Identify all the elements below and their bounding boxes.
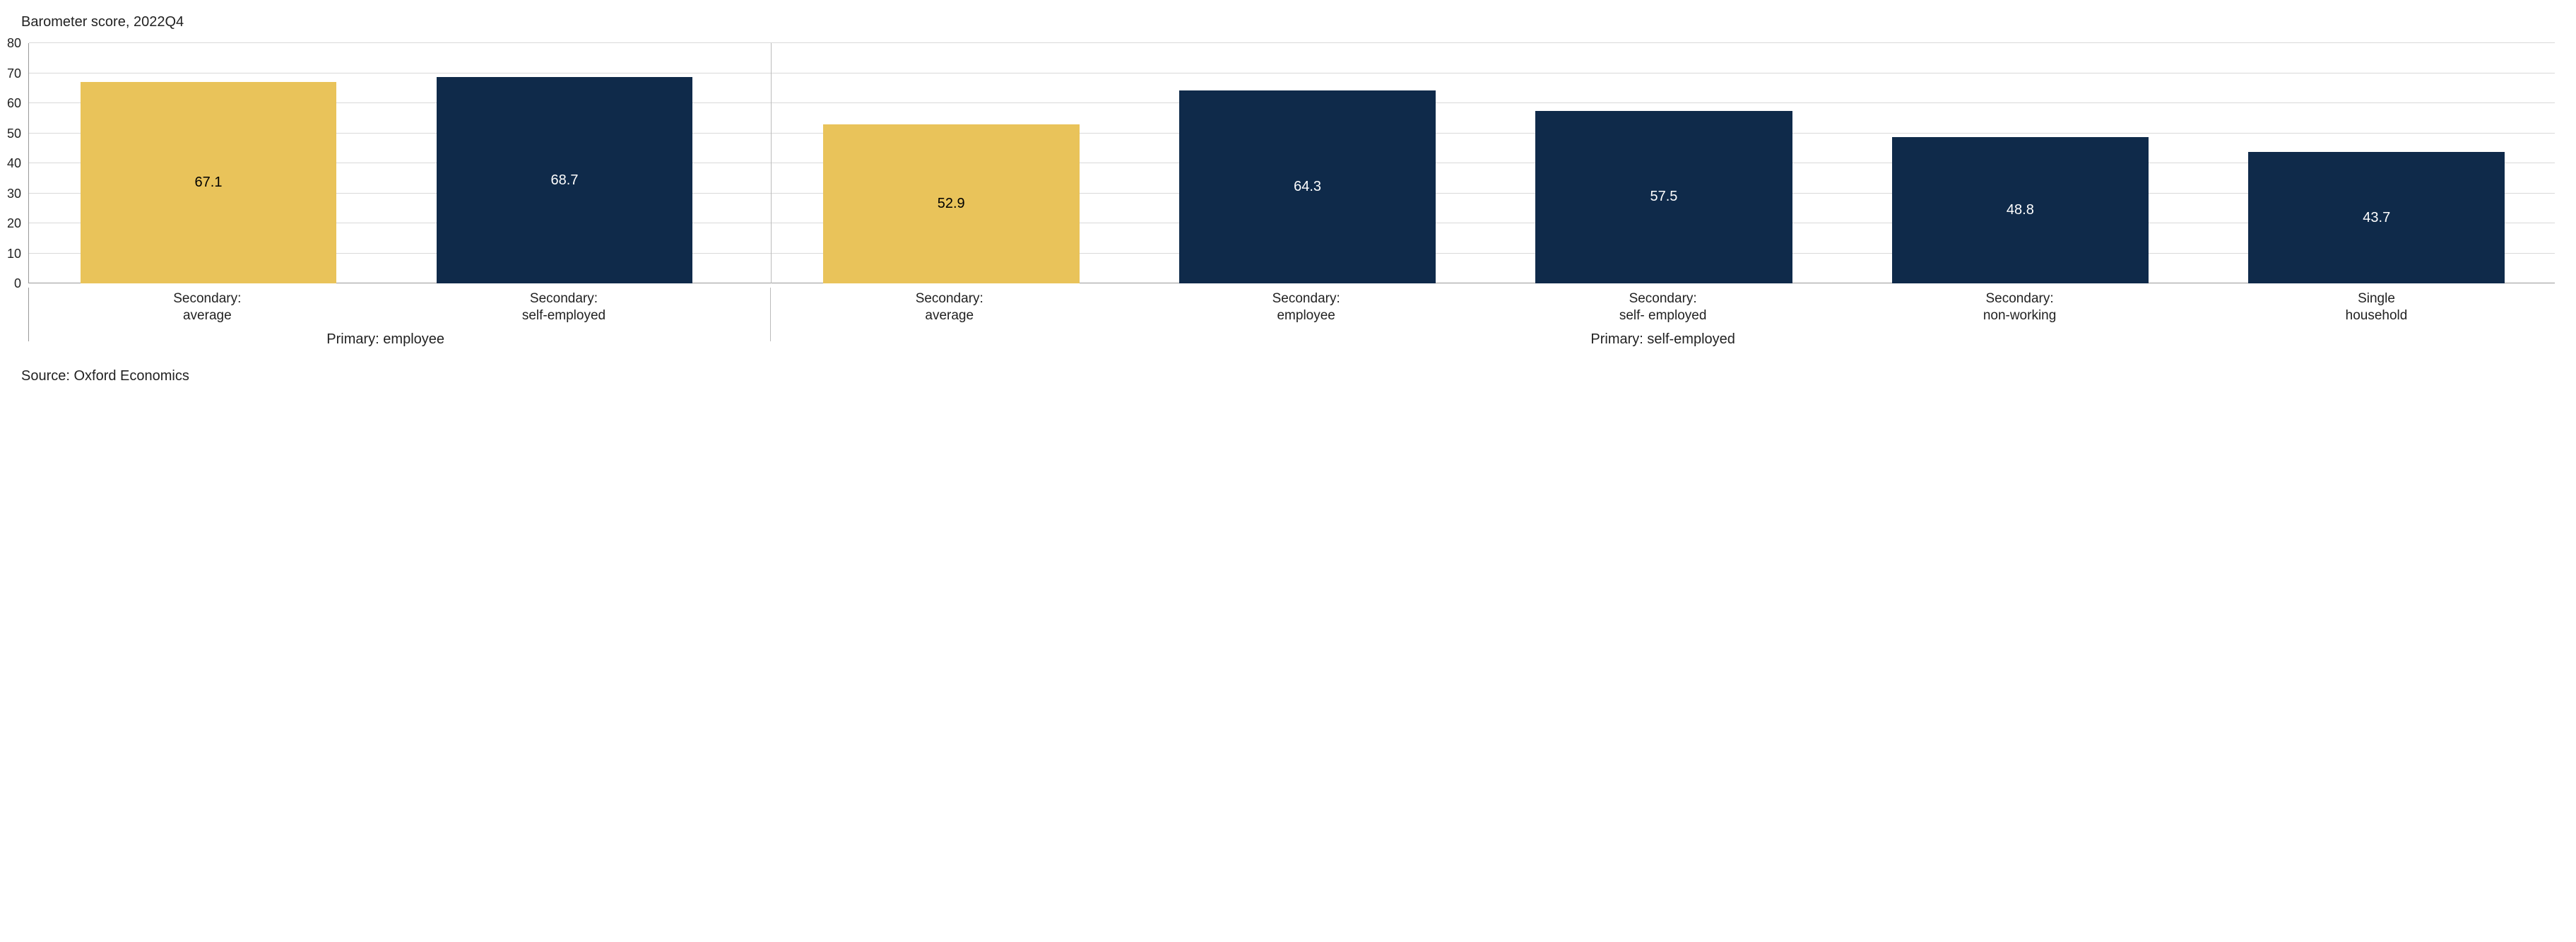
x-category-label: Secondary:average xyxy=(29,288,386,324)
x-category-label: Secondary:self- employed xyxy=(1484,288,1841,324)
x-group: Secondary:averageSecondary:employeeSecon… xyxy=(770,288,2555,341)
bar-value-label: 67.1 xyxy=(195,175,223,191)
bar-value-label: 52.9 xyxy=(938,196,965,212)
bar-value-label: 68.7 xyxy=(551,172,579,189)
x-group: Secondary:averageSecondary:self-employed… xyxy=(28,288,742,341)
bar-groups: 67.1 68.7 52.9 64.3 57.5 48.8 43.7 xyxy=(29,43,2555,283)
bar-value-label: 48.8 xyxy=(2007,202,2034,218)
bar-group: 67.1 68.7 xyxy=(29,43,743,283)
bar-group: 52.9 64.3 57.5 48.8 43.7 xyxy=(771,43,2555,283)
x-category-label: Secondary:self-employed xyxy=(386,288,743,324)
x-category-label: Secondary:employee xyxy=(1128,288,1484,324)
x-category-label: Singlehousehold xyxy=(2198,288,2555,324)
x-category-label: Secondary:average xyxy=(771,288,1128,324)
x-group-label: Primary: self-employed xyxy=(771,324,2555,348)
bar: 68.7 xyxy=(437,77,693,283)
bar: 57.5 xyxy=(1535,111,1792,283)
x-axis: Secondary:averageSecondary:self-employed… xyxy=(21,288,2555,341)
bar: 64.3 xyxy=(1179,90,1436,283)
chart-title: Barometer score, 2022Q4 xyxy=(21,14,2555,30)
bar-value-label: 64.3 xyxy=(1294,179,1321,195)
chart-container: 80706050403020100 67.1 68.7 52.9 64.3 57.5 48… xyxy=(21,43,2555,341)
x-category-label: Secondary:non-working xyxy=(1841,288,2198,324)
source-text: Source: Oxford Economics xyxy=(21,368,2555,384)
y-axis: 80706050403020100 xyxy=(21,43,28,283)
x-axis-groups: Secondary:averageSecondary:self-employed… xyxy=(28,288,2555,341)
bar: 67.1 xyxy=(81,82,337,283)
bar: 48.8 xyxy=(1892,137,2149,283)
bar: 52.9 xyxy=(823,124,1080,283)
bar-value-label: 57.5 xyxy=(1650,189,1678,205)
bar: 43.7 xyxy=(2248,152,2505,283)
bar-value-label: 43.7 xyxy=(2363,210,2390,226)
plot-area: 67.1 68.7 52.9 64.3 57.5 48.8 43.7 xyxy=(28,43,2555,283)
x-group-label: Primary: employee xyxy=(29,324,742,348)
